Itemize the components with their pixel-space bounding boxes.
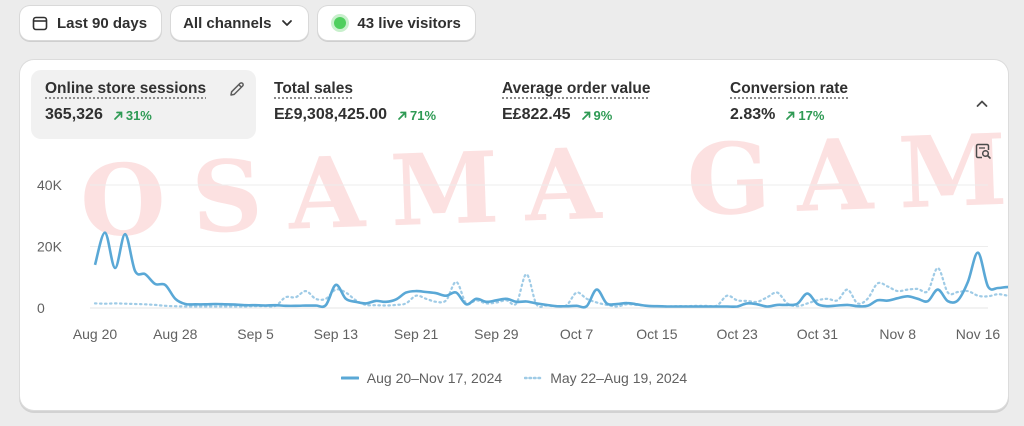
- metric-average-order-value[interactable]: Average order value E£822.45 9%: [488, 70, 713, 139]
- metric-value: E£822.45: [502, 106, 571, 123]
- series-line-current: [93, 231, 1008, 309]
- arrow-up-right-icon: [113, 111, 123, 120]
- calendar-icon: [32, 16, 48, 31]
- solid-line-swatch-icon: [340, 376, 359, 380]
- chevron-down-icon: [282, 20, 293, 26]
- metric-label: Online store sessions: [45, 80, 207, 97]
- metric-conversion-rate[interactable]: Conversion rate 2.83% 17%: [716, 70, 941, 139]
- metric-value: 2.83%: [730, 106, 776, 123]
- arrow-up-right-icon: [581, 111, 590, 120]
- x-tick-label: Aug 20: [73, 326, 118, 342]
- legend-label-previous: May 22–Aug 19, 2024: [550, 370, 688, 386]
- x-tick-label: Sep 21: [394, 326, 439, 342]
- dotted-line-swatch-icon: [524, 376, 543, 380]
- metric-change: 71%: [397, 108, 436, 123]
- live-visitors-label: 43 live visitors: [357, 14, 461, 32]
- legend-item-previous[interactable]: May 22–Aug 19, 2024: [524, 370, 687, 386]
- channel-filter-label: All channels: [183, 14, 272, 32]
- analytics-card: OSAMA GAMAL Online store sessions 365,32…: [20, 60, 1008, 410]
- series-line-previous: [93, 266, 1008, 308]
- filter-bar: Last 90 days All channels 43 live visito…: [20, 6, 475, 40]
- y-tick-label: 40K: [37, 177, 63, 193]
- channel-filter-button[interactable]: All channels: [171, 6, 309, 40]
- y-tick-label: 0: [37, 300, 45, 316]
- metric-value: E£9,308,425.00: [274, 106, 387, 123]
- x-tick-label: Sep 29: [474, 326, 519, 342]
- live-visitors-button[interactable]: 43 live visitors: [318, 6, 475, 40]
- x-tick-label: Sep 5: [237, 326, 274, 342]
- metric-change: 9%: [581, 108, 612, 123]
- metric-label: Average order value: [502, 80, 651, 97]
- metric-change: 17%: [785, 108, 824, 123]
- legend-item-current[interactable]: Aug 20–Nov 17, 2024: [340, 370, 503, 386]
- metric-change: 31%: [113, 108, 152, 123]
- x-tick-label: Oct 23: [717, 326, 758, 342]
- x-tick-label: Sep 13: [314, 326, 359, 342]
- x-tick-label: Aug 28: [153, 326, 198, 342]
- metric-label: Total sales: [274, 80, 353, 97]
- arrow-up-right-icon: [398, 111, 407, 120]
- date-range-label: Last 90 days: [57, 14, 148, 32]
- metric-online-store-sessions[interactable]: Online store sessions 365,326 31%: [31, 70, 256, 139]
- legend-label-current: Aug 20–Nov 17, 2024: [366, 370, 503, 386]
- metric-value: 365,326: [45, 106, 103, 123]
- metric-label: Conversion rate: [730, 80, 849, 97]
- sessions-line-chart: 0 20K 40K Aug 20 Aug 28 Sep 5 Sep 13 Sep 21 Sep …: [37, 177, 1008, 342]
- y-tick-label: 20K: [37, 239, 63, 255]
- arrow-up-right-icon: [786, 111, 795, 120]
- x-tick-label: Nov 8: [879, 326, 916, 342]
- live-indicator-icon: [334, 17, 347, 29]
- chart-legend: Aug 20–Nov 17, 2024 May 22–Aug 19, 2024: [20, 370, 1008, 386]
- x-tick-label: Oct 15: [636, 326, 677, 342]
- edit-pencil-icon[interactable]: [228, 80, 246, 98]
- x-tick-label: Oct 31: [797, 326, 838, 342]
- explore-report-icon[interactable]: [974, 142, 992, 160]
- x-tick-label: Nov 16: [956, 326, 1001, 342]
- chevron-up-icon[interactable]: [974, 96, 990, 112]
- metric-total-sales[interactable]: Total sales E£9,308,425.00 71%: [260, 70, 485, 139]
- date-range-button[interactable]: Last 90 days: [20, 6, 162, 40]
- x-tick-label: Oct 7: [560, 326, 594, 342]
